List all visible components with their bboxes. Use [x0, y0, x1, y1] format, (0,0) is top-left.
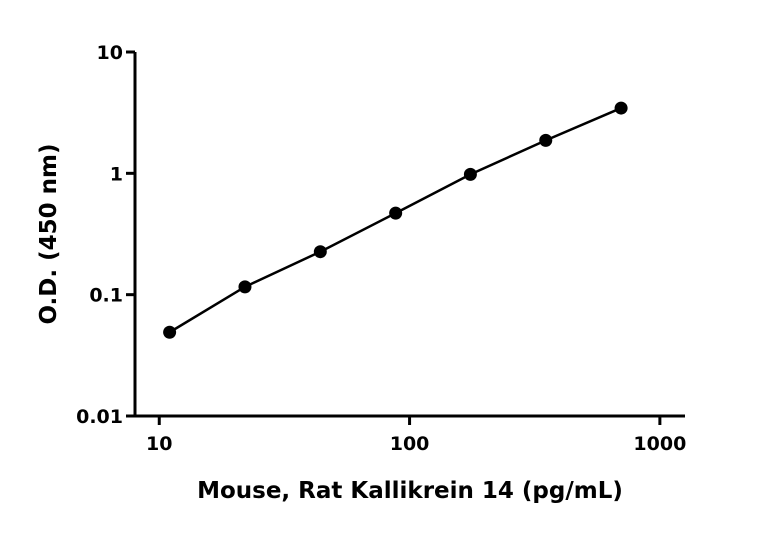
x-axis-title: Mouse, Rat Kallikrein 14 (pg/mL) [197, 478, 623, 504]
data-point [539, 133, 553, 147]
y-tick-label: 0.1 [89, 285, 123, 307]
y-axis-title: O.D. (450 nm) [36, 143, 62, 324]
y-tick-label: 1 [110, 163, 123, 185]
data-point [614, 101, 628, 115]
data-point [238, 280, 252, 294]
series-line [168, 106, 622, 334]
data-point [389, 206, 403, 220]
data-point [163, 325, 177, 339]
x-tick-label: 100 [390, 433, 430, 455]
x-tick-label: 1000 [633, 433, 686, 455]
data-point [463, 167, 477, 181]
y-tick-label: 0.01 [76, 406, 123, 428]
data-point [313, 245, 327, 259]
x-tick-label: 10 [146, 433, 172, 455]
y-tick-label: 10 [97, 42, 123, 64]
